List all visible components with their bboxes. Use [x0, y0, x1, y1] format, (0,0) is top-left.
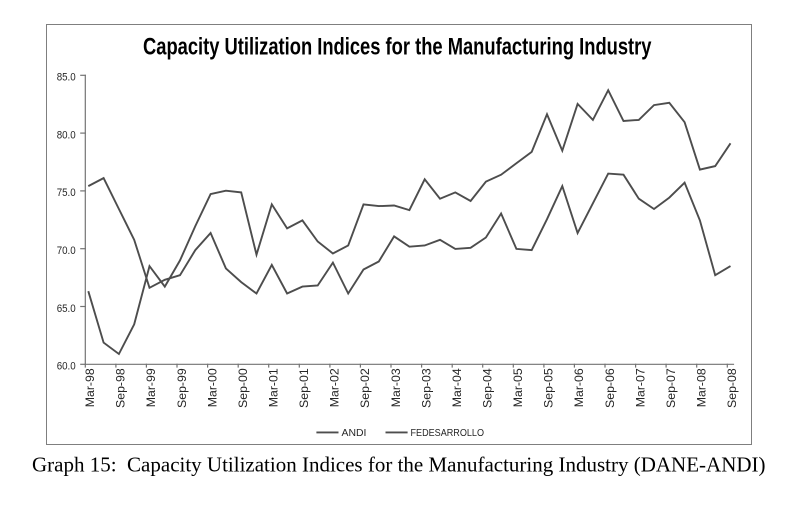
svg-text:Capacity Utilization Indices f: Capacity Utilization Indices for the Man… — [143, 34, 652, 61]
svg-text:Mar-01: Mar-01 — [267, 368, 281, 407]
svg-text:Mar-08: Mar-08 — [695, 368, 709, 407]
svg-text:Sep-01: Sep-01 — [297, 368, 311, 408]
svg-text:Mar-98: Mar-98 — [83, 368, 97, 407]
svg-text:Graph 15: Capacity Utilizatio: Graph 15: Capacity Utilization Indices f… — [32, 453, 766, 477]
svg-text:Sep-04: Sep-04 — [481, 368, 495, 408]
svg-text:Sep-98: Sep-98 — [114, 368, 128, 408]
svg-text:Mar-99: Mar-99 — [144, 368, 158, 407]
svg-text:Sep-99: Sep-99 — [175, 368, 189, 408]
svg-text:Mar-05: Mar-05 — [511, 368, 525, 407]
svg-text:70.0: 70.0 — [57, 245, 76, 257]
svg-text:Sep-05: Sep-05 — [542, 368, 556, 408]
svg-text:Sep-07: Sep-07 — [664, 368, 678, 408]
svg-text:FEDESARROLLO: FEDESARROLLO — [411, 428, 485, 439]
svg-text:80.0: 80.0 — [57, 129, 76, 141]
svg-text:Mar-03: Mar-03 — [389, 368, 403, 407]
svg-text:65.0: 65.0 — [57, 303, 76, 315]
svg-text:Sep-02: Sep-02 — [358, 368, 372, 408]
svg-text:Mar-07: Mar-07 — [633, 368, 647, 407]
svg-text:ANDI: ANDI — [342, 428, 367, 439]
svg-text:Sep-03: Sep-03 — [419, 368, 433, 408]
svg-text:60.0: 60.0 — [57, 361, 76, 373]
svg-text:Mar-04: Mar-04 — [450, 368, 464, 407]
svg-text:Mar-02: Mar-02 — [328, 368, 342, 407]
svg-text:85.0: 85.0 — [57, 72, 76, 84]
svg-text:Sep-00: Sep-00 — [236, 368, 250, 408]
svg-text:75.0: 75.0 — [57, 187, 76, 199]
svg-text:Sep-06: Sep-06 — [603, 368, 617, 408]
svg-text:Sep-08: Sep-08 — [725, 368, 739, 408]
svg-text:Mar-06: Mar-06 — [572, 368, 586, 407]
svg-text:Mar-00: Mar-00 — [205, 368, 219, 407]
